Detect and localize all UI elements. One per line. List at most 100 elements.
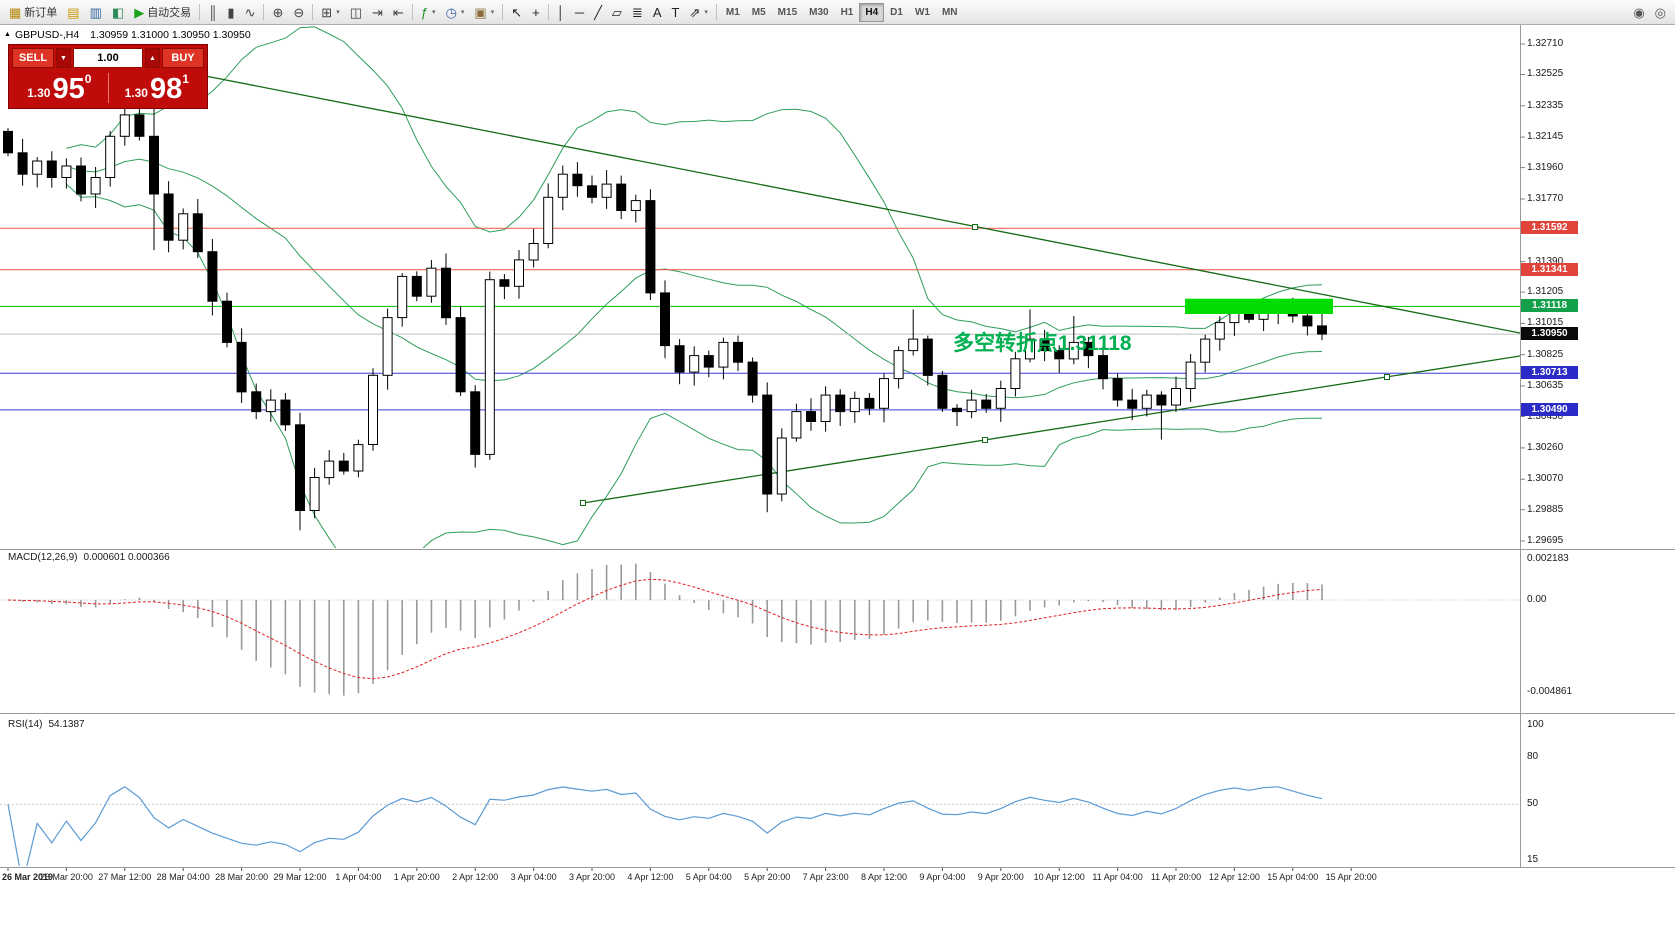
symbol-title: GBPUSD-,H4 bbox=[15, 29, 80, 41]
arrows-icon: ⇗ bbox=[689, 4, 701, 20]
zoom-in-button[interactable]: ⊕ bbox=[267, 2, 288, 23]
descending-trendline[interactable] bbox=[189, 72, 1520, 334]
volume-up-icon[interactable]: ▲ bbox=[145, 48, 160, 68]
new-chart-button[interactable]: ⊞ ▾ bbox=[316, 2, 344, 23]
pivot-highlight-rect[interactable] bbox=[1185, 298, 1333, 314]
periods-button[interactable]: ◷ ▾ bbox=[441, 2, 470, 23]
fibonacci-button[interactable]: ≣ bbox=[627, 2, 648, 23]
bar-chart-icon: ║ bbox=[208, 4, 218, 20]
sell-price-prefix: 1.30 bbox=[27, 86, 51, 100]
tile-windows-button[interactable]: ◫ bbox=[345, 2, 367, 23]
time-label: 8 Apr 12:00 bbox=[860, 872, 908, 882]
trendline-button[interactable]: ╱ bbox=[589, 2, 607, 23]
macd-axis-label: -0.004861 bbox=[1527, 686, 1573, 698]
toolbar-separator bbox=[715, 4, 717, 20]
indicators-button[interactable]: ƒ ▾ bbox=[416, 2, 441, 23]
time-label: 15 Apr 20:00 bbox=[1325, 872, 1377, 882]
auto-scroll-button[interactable]: ⇥ bbox=[367, 2, 388, 23]
text-label-button[interactable]: T bbox=[666, 2, 684, 23]
buy-price-prefix: 1.30 bbox=[124, 86, 148, 100]
new-order-button-label: 新订单 bbox=[24, 7, 58, 19]
channel-button[interactable]: ▱ bbox=[607, 2, 627, 23]
descending-trendline-handle[interactable] bbox=[972, 224, 978, 230]
navigator-icon: ◧ bbox=[111, 4, 125, 20]
profiles-button[interactable]: ▤ bbox=[62, 2, 84, 23]
chevron-down-icon: ▾ bbox=[704, 9, 708, 16]
zoom-out-button[interactable]: ⊖ bbox=[288, 2, 309, 23]
timeframe-h4-button[interactable]: H4 bbox=[859, 2, 885, 22]
time-label: 7 Apr 23:00 bbox=[802, 872, 849, 882]
symbol-info: GBPUSD-,H4 1.30959 1.31000 1.30950 1.309… bbox=[15, 29, 251, 41]
horizontal-line-button[interactable]: ─ bbox=[570, 2, 589, 23]
collapse-chart-icon[interactable]: ▲ bbox=[4, 31, 11, 38]
time-label: 11 Apr 04:00 bbox=[1092, 872, 1143, 882]
chevron-down-icon: ▾ bbox=[490, 9, 495, 16]
toolbar-separator bbox=[263, 4, 265, 20]
line-chart-icon: ∿ bbox=[244, 4, 256, 20]
buy-price-main: 98 bbox=[149, 73, 183, 106]
autotrading-button[interactable]: ▶ 自动交易 bbox=[129, 2, 196, 23]
rsi-axis-label: 50 bbox=[1527, 798, 1539, 810]
timeframe-mn-button[interactable]: MN bbox=[936, 3, 964, 22]
timeframe-m5-button[interactable]: M5 bbox=[746, 3, 772, 22]
crosshair-button[interactable]: + bbox=[527, 2, 545, 23]
trendlines[interactable] bbox=[187, 70, 1521, 506]
timeframe-w1-button[interactable]: W1 bbox=[909, 3, 936, 22]
time-label: 1 Apr 04:00 bbox=[335, 872, 382, 882]
ascending-trendline-handle[interactable] bbox=[982, 437, 988, 443]
market-watch-button[interactable]: ▥ bbox=[85, 2, 107, 23]
navigator-button[interactable]: ◧ bbox=[107, 2, 129, 23]
price-tick: 1.30260 bbox=[1527, 441, 1564, 453]
ascending-trendline-handle[interactable] bbox=[580, 500, 586, 506]
crosshair-icon: + bbox=[532, 4, 540, 20]
chart-shift-button[interactable]: ⇤ bbox=[388, 2, 409, 23]
time-label: 26 Mar 2019 bbox=[2, 872, 54, 882]
line-chart-button[interactable]: ∿ bbox=[240, 2, 261, 23]
volume-input[interactable] bbox=[73, 48, 143, 68]
toolbar-separator bbox=[312, 4, 314, 20]
price-badge-1.31592[interactable]: 1.31592 bbox=[1521, 221, 1578, 235]
timeframe-m30-button[interactable]: M30 bbox=[803, 3, 834, 22]
auto-scroll-icon: ⇥ bbox=[372, 4, 383, 20]
text-button[interactable]: A bbox=[648, 2, 667, 23]
sell-dropdown-icon[interactable]: ▼ bbox=[56, 48, 71, 68]
price-badge-1.30713[interactable]: 1.30713 bbox=[1521, 366, 1578, 380]
trendline-icon: ╱ bbox=[594, 4, 602, 20]
sell-price[interactable]: 1.30 95 0 bbox=[12, 71, 107, 105]
candlestick-chart-button[interactable]: ▮ bbox=[222, 2, 239, 23]
time-label: 3 Apr 04:00 bbox=[510, 872, 557, 882]
chevron-down-icon: ▾ bbox=[460, 9, 465, 16]
pivot-annotation[interactable]: 多空转折点1.31118 bbox=[953, 332, 1132, 355]
price-badge-1.31341[interactable]: 1.31341 bbox=[1521, 262, 1578, 276]
time-label: 10 Apr 12:00 bbox=[1033, 872, 1085, 882]
rsi-indicator bbox=[0, 785, 1520, 866]
ascending-trendline-handle[interactable] bbox=[1384, 374, 1390, 380]
tile-windows-icon: ◫ bbox=[349, 4, 362, 20]
vertical-line-button[interactable]: │ bbox=[552, 2, 570, 23]
timeframe-d1-button[interactable]: D1 bbox=[884, 3, 909, 22]
community-button[interactable]: ◎ bbox=[1650, 2, 1671, 23]
channel-icon: ▱ bbox=[611, 4, 622, 20]
price-badge-1.30490[interactable]: 1.30490 bbox=[1521, 402, 1578, 416]
ascending-trendline[interactable] bbox=[582, 355, 1520, 504]
timeframe-m15-button[interactable]: M15 bbox=[772, 3, 803, 22]
price-tick: 1.30825 bbox=[1527, 348, 1564, 360]
new-order-button[interactable]: ▦ 新订单 bbox=[4, 2, 62, 23]
search-button[interactable]: ◉ bbox=[1628, 2, 1649, 23]
cursor-button[interactable]: ↖ bbox=[506, 2, 527, 23]
timeframe-h1-button[interactable]: H1 bbox=[835, 3, 860, 22]
time-label: 11 Apr 20:00 bbox=[1150, 872, 1202, 882]
price-tick: 1.31770 bbox=[1527, 192, 1564, 204]
price-badge-1.31118[interactable]: 1.31118 bbox=[1521, 299, 1578, 313]
time-label: 9 Apr 20:00 bbox=[977, 872, 1024, 882]
arrows-button[interactable]: ⇗ ▾ bbox=[684, 2, 712, 23]
templates-button[interactable]: ▣ ▾ bbox=[469, 2, 499, 23]
bar-chart-button[interactable]: ║ bbox=[203, 2, 222, 23]
buy-price[interactable]: 1.30 98 1 bbox=[110, 71, 205, 105]
sell-button[interactable]: SELL bbox=[12, 48, 54, 68]
price-tick: 1.32710 bbox=[1527, 38, 1564, 49]
text-icon: A bbox=[652, 4, 662, 20]
timeframe-m1-button[interactable]: M1 bbox=[720, 3, 746, 22]
buy-button[interactable]: BUY bbox=[162, 48, 204, 68]
